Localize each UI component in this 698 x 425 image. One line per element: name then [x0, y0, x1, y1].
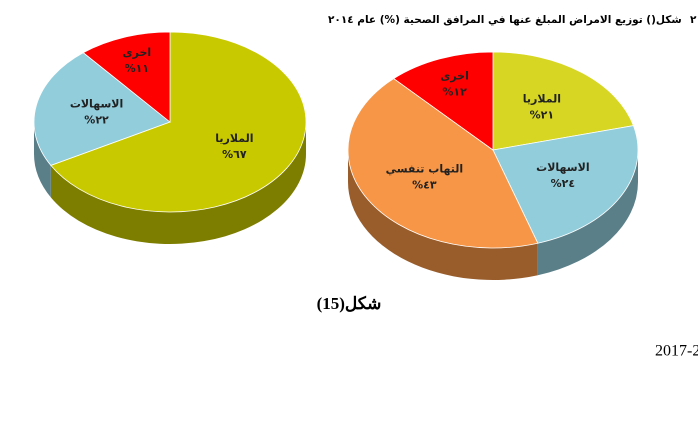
slice-label: الاسهالات — [536, 161, 589, 174]
slice — [492, 125, 639, 244]
slice — [33, 52, 171, 166]
slice — [50, 31, 307, 213]
slice — [347, 78, 539, 249]
slice-side — [537, 150, 638, 276]
slice-side — [50, 122, 306, 244]
slice-label: الملاريا — [215, 132, 253, 145]
value-label: ٤٣% — [412, 178, 437, 191]
value-label: ٦٧% — [222, 148, 247, 161]
slice-side — [34, 122, 51, 198]
chart-title: شكل() توزيع الامراض المبلغ عنها في المرا… — [328, 14, 682, 26]
slice-label: الاسهالات — [70, 98, 123, 111]
chart-title: شكل() توزيع الامراض المبلغ عنها في المرا… — [690, 14, 698, 26]
value-label: ١١% — [125, 62, 149, 75]
slice-label: الملاريا — [523, 92, 561, 105]
value-label: ٢٢% — [84, 114, 109, 127]
figure-caption: شكل(15) — [317, 294, 382, 313]
slice-label: التهاب تنفسي — [386, 162, 464, 175]
slice-label: اخرى — [123, 46, 152, 59]
slice-label: اخرى — [440, 69, 469, 82]
source: وزارة الصحة والسكان، 2014-2017 — [655, 343, 698, 360]
slice — [393, 51, 494, 151]
slice-side — [348, 150, 538, 280]
slice — [82, 31, 171, 123]
value-label: ٢٤% — [551, 177, 575, 190]
value-label: ٢١% — [530, 108, 554, 121]
value-label: ١٢% — [442, 85, 467, 98]
slice — [492, 51, 634, 151]
